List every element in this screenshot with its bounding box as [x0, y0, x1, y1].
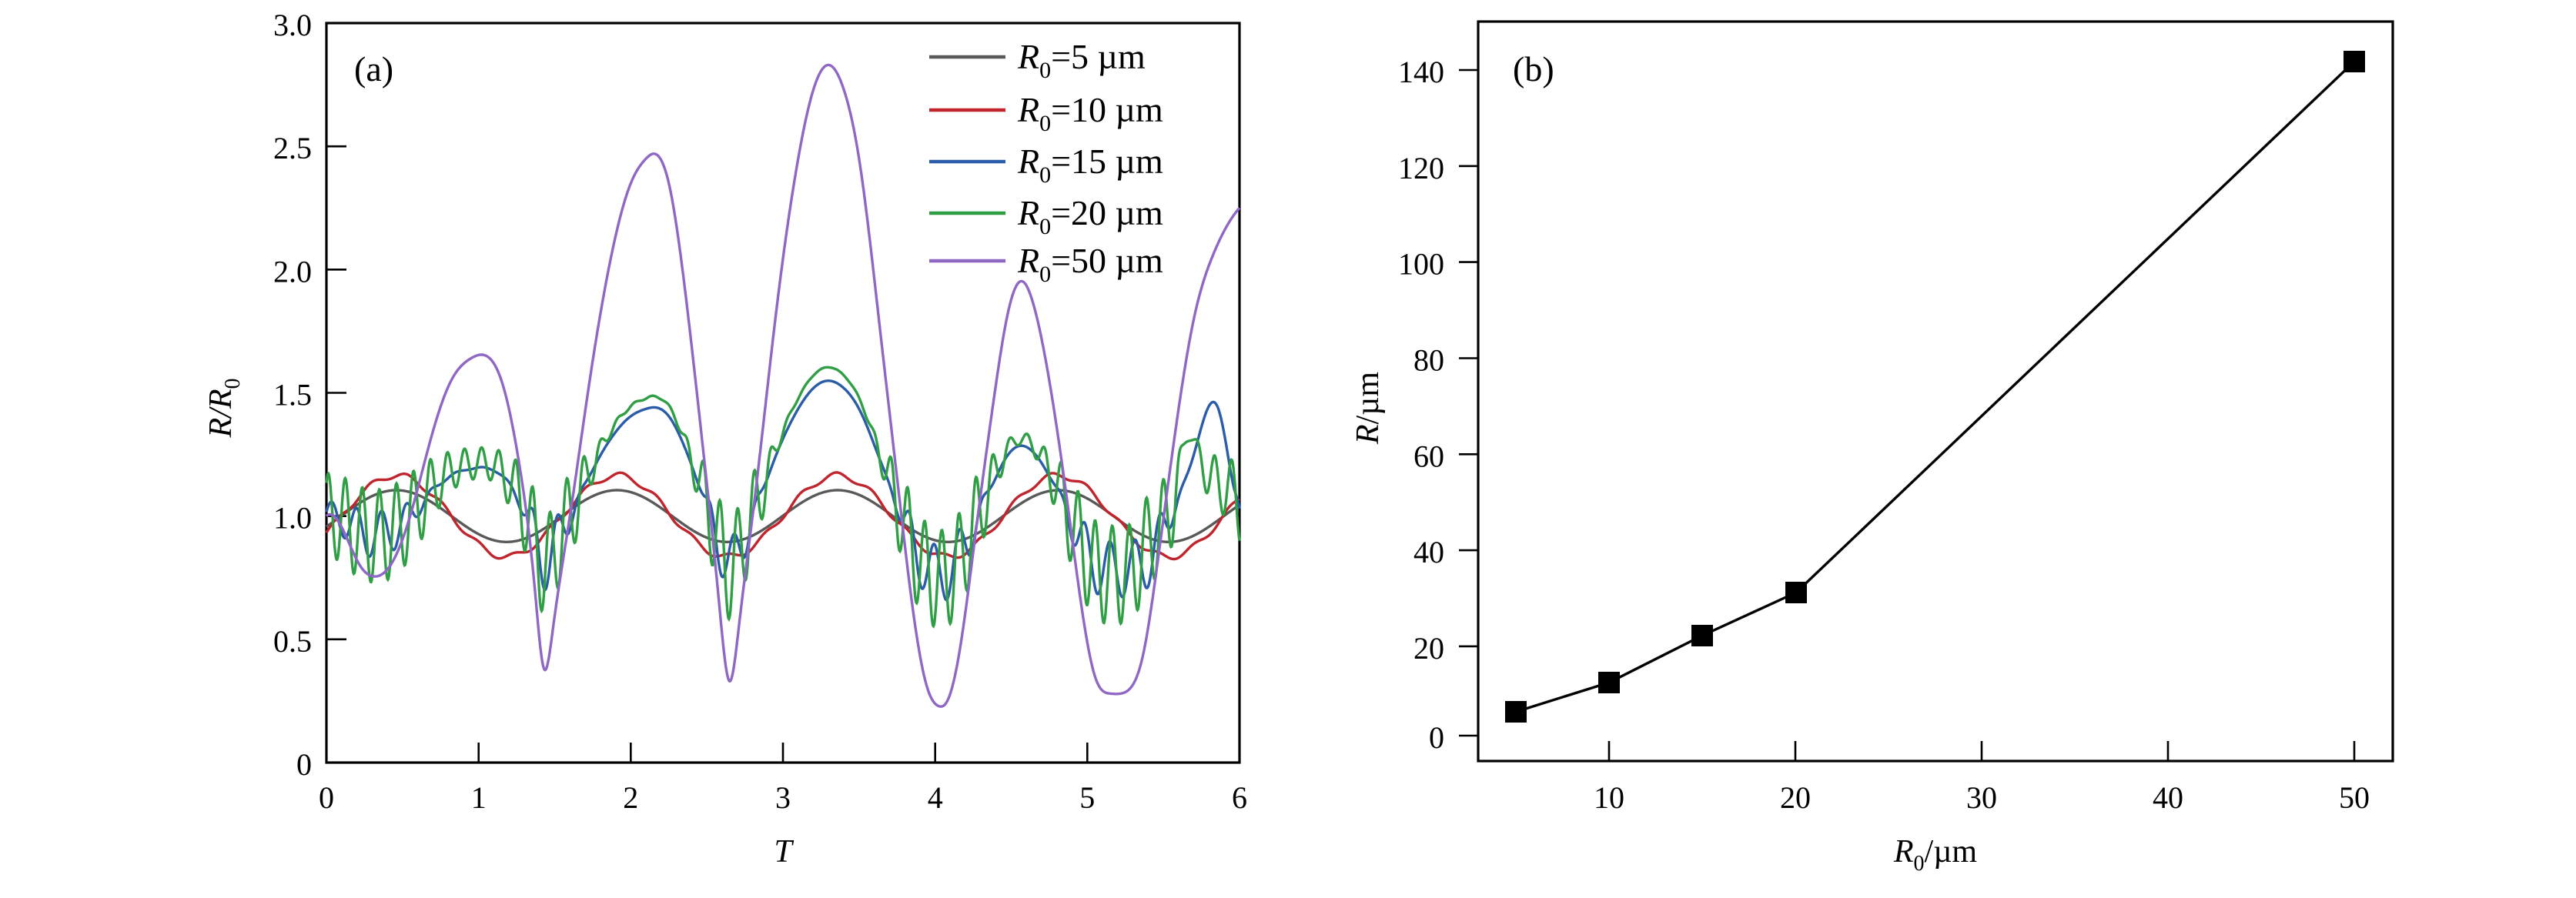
svg-text:30: 30 — [1966, 780, 1997, 815]
svg-text:T: T — [774, 834, 794, 870]
svg-text:40: 40 — [1413, 535, 1444, 569]
svg-text:50: 50 — [2339, 780, 2370, 815]
svg-text:0.5: 0.5 — [273, 624, 312, 659]
svg-text:1.5: 1.5 — [273, 378, 312, 412]
svg-text:0: 0 — [1429, 720, 1444, 755]
svg-text:(a): (a) — [354, 49, 393, 88]
svg-text:2.5: 2.5 — [273, 131, 312, 165]
svg-text:100: 100 — [1398, 247, 1444, 282]
svg-text:60: 60 — [1413, 439, 1444, 473]
svg-text:4: 4 — [928, 780, 943, 815]
svg-text:140: 140 — [1398, 55, 1444, 89]
svg-text:1: 1 — [471, 780, 487, 815]
svg-text:20: 20 — [1780, 780, 1811, 815]
svg-text:R0/µm: R0/µm — [1893, 834, 1978, 876]
svg-text:2.0: 2.0 — [273, 254, 312, 289]
svg-text:3: 3 — [775, 780, 791, 815]
svg-text:120: 120 — [1398, 151, 1444, 185]
svg-text:6: 6 — [1232, 780, 1247, 815]
svg-text:R/µm: R/µm — [1350, 372, 1386, 446]
svg-text:1.0: 1.0 — [273, 501, 312, 536]
svg-text:(b): (b) — [1513, 49, 1554, 88]
svg-text:40: 40 — [2153, 780, 2183, 815]
svg-text:5: 5 — [1079, 780, 1095, 815]
svg-text:80: 80 — [1413, 343, 1444, 378]
svg-text:10: 10 — [1594, 780, 1624, 815]
svg-text:2: 2 — [623, 780, 638, 815]
svg-text:3.0: 3.0 — [273, 8, 312, 42]
svg-text:20: 20 — [1413, 631, 1444, 666]
svg-text:0: 0 — [319, 780, 334, 815]
svg-text:0: 0 — [296, 747, 312, 782]
